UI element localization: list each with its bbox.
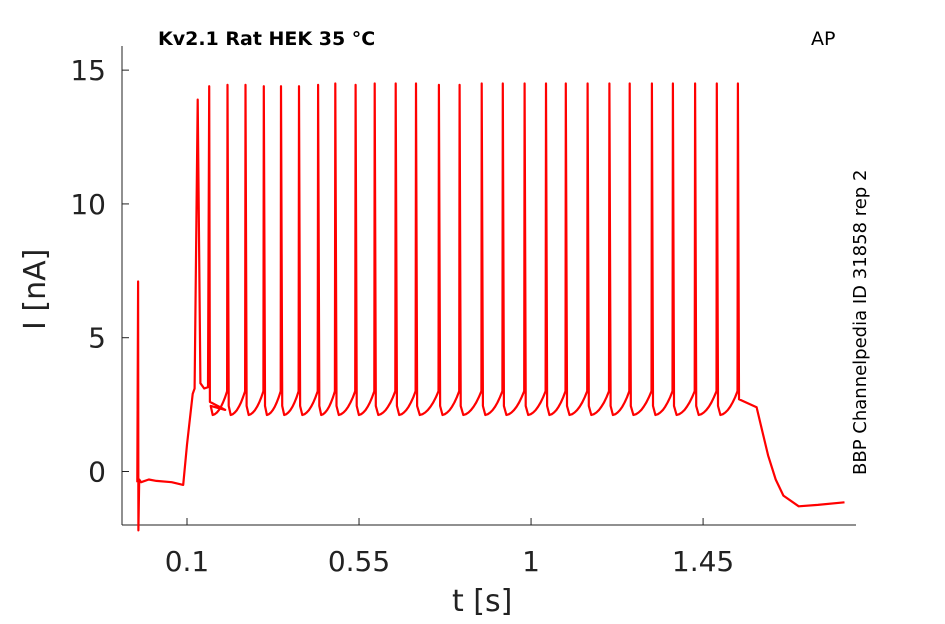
x-tick-label: 0.1: [165, 545, 210, 578]
current-trace: [136, 82, 845, 532]
x-tick-label: 0.55: [328, 545, 390, 578]
current-trace-line: [136, 82, 845, 532]
chart-title: Kv2.1 Rat HEK 35 °C: [158, 28, 376, 50]
y-tick-label: 10: [70, 188, 106, 221]
y-tick-label: 0: [88, 455, 106, 488]
protocol-label: AP: [811, 28, 836, 50]
x-tick-label: 1: [522, 545, 540, 578]
y-tick-label: 15: [70, 54, 106, 87]
y-tick-label: 5: [88, 322, 106, 355]
x-axis-label: t [s]: [452, 584, 513, 619]
x-tick-label: 1.45: [672, 545, 734, 578]
axes: 0 5 10 15 0.1 0.55 1 1.45: [70, 46, 856, 578]
y-axis-label: I [nA]: [18, 248, 53, 330]
source-label: BBP Channelpedia ID 31858 rep 2: [850, 169, 871, 475]
